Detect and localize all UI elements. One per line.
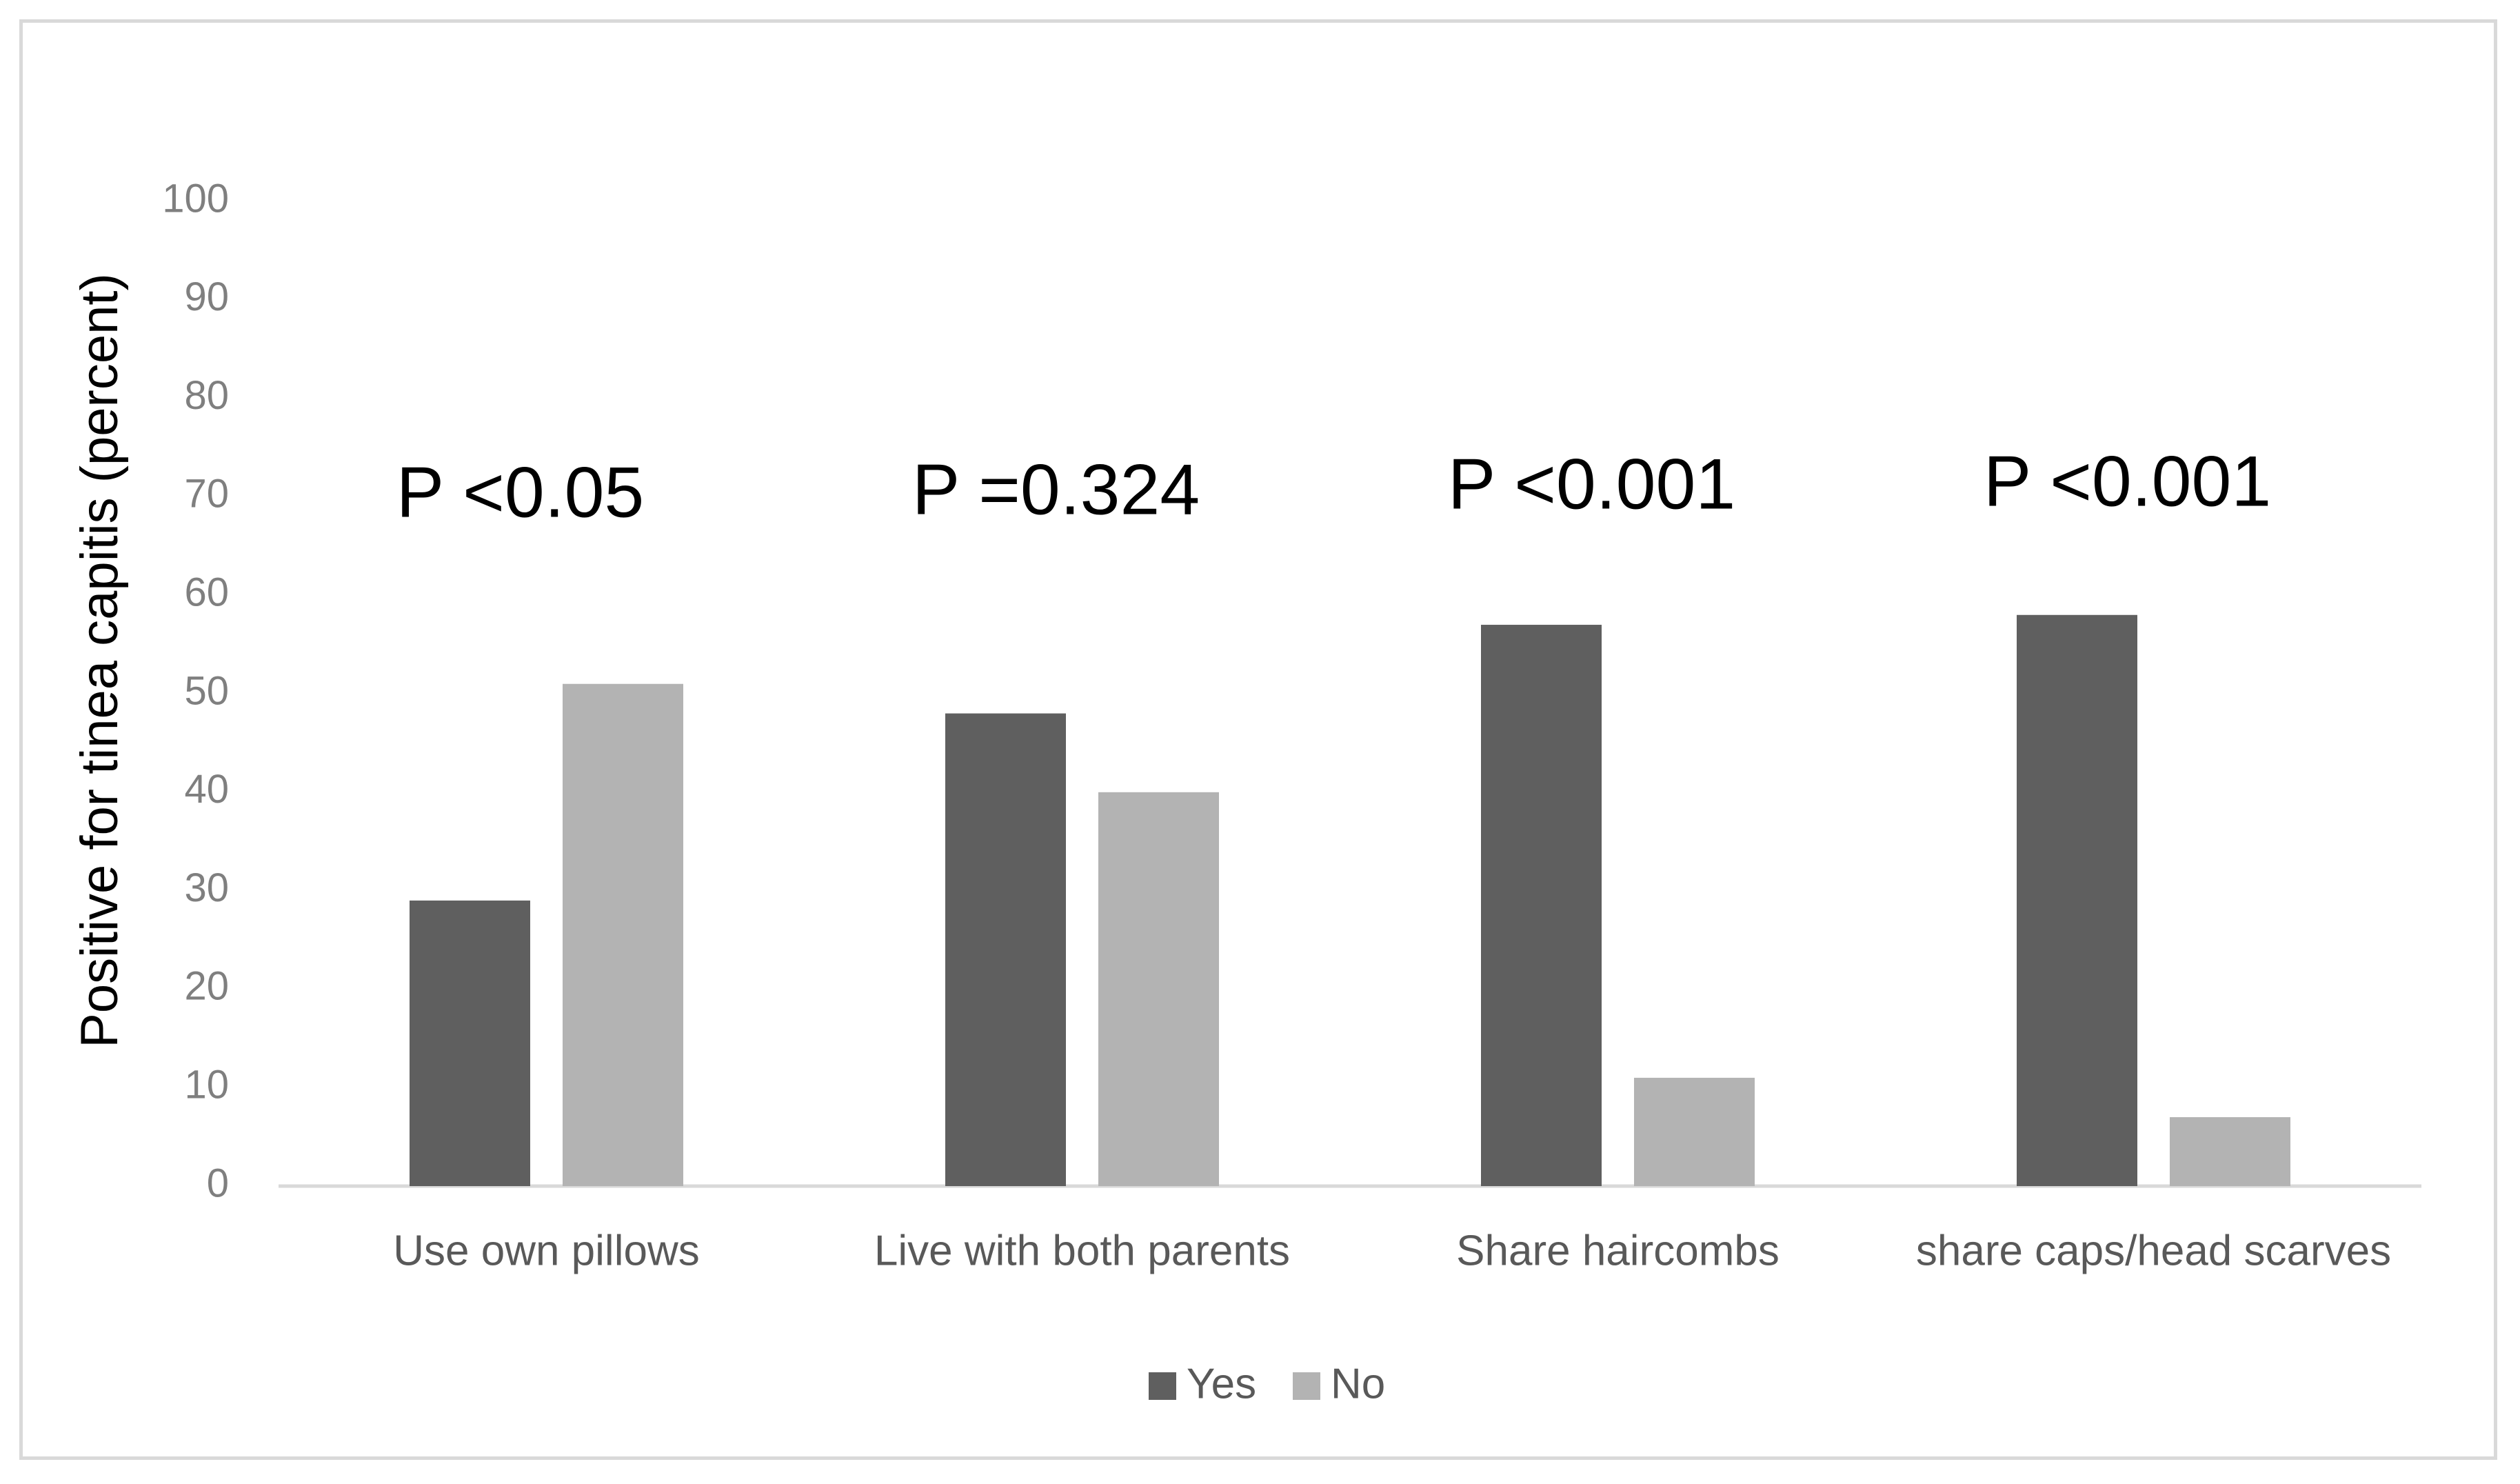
y-tick-label: 40 — [184, 767, 229, 812]
y-tick-label: 30 — [184, 865, 229, 910]
x-axis-categories: Use own pillows Live with both parents Sha… — [393, 1227, 2391, 1274]
bars — [410, 614, 2290, 1186]
x-category-label: share caps/head scarves — [1916, 1227, 2391, 1274]
bar-no-0 — [563, 683, 683, 1186]
y-axis-label: Positive for tinea capitis (percent) — [70, 273, 129, 1048]
bar-no-3 — [2170, 1117, 2290, 1186]
p-value-label: P <0.001 — [1984, 441, 2271, 521]
y-tick-label: 70 — [184, 472, 229, 517]
y-tick-label: 0 — [207, 1161, 229, 1205]
p-value-label: P <0.05 — [396, 452, 645, 532]
bar-no-2 — [1634, 1077, 1755, 1186]
y-tick-label: 90 — [184, 274, 229, 319]
p-value-annotations: P <0.05 P =0.324 P <0.001 P <0.001 — [396, 441, 2271, 532]
legend-label-yes: Yes — [1187, 1360, 1256, 1407]
y-tick-label: 100 — [162, 176, 229, 221]
y-axis-ticks: 0 10 20 30 40 50 60 70 80 90 100 — [162, 176, 229, 1205]
y-tick-label: 10 — [184, 1063, 229, 1107]
p-value-label: P <0.001 — [1448, 444, 1735, 524]
x-category-label: Share haircombs — [1456, 1227, 1780, 1274]
bar-yes-2 — [1481, 625, 1602, 1186]
bar-yes-0 — [410, 900, 530, 1186]
p-value-label: P =0.324 — [912, 450, 1200, 530]
bar-yes-1 — [945, 713, 1066, 1186]
legend-label-no: No — [1331, 1360, 1385, 1407]
legend: Yes No — [1149, 1360, 1385, 1407]
bar-yes-3 — [2017, 614, 2137, 1186]
legend-swatch-no — [1293, 1372, 1320, 1400]
y-tick-label: 20 — [184, 964, 229, 1009]
legend-swatch-yes — [1149, 1372, 1176, 1400]
x-category-label: Use own pillows — [393, 1227, 700, 1274]
x-category-label: Live with both parents — [874, 1227, 1290, 1274]
y-tick-label: 50 — [184, 668, 229, 713]
y-tick-label: 80 — [184, 373, 229, 418]
bar-no-1 — [1098, 792, 1219, 1186]
y-tick-label: 60 — [184, 570, 229, 615]
